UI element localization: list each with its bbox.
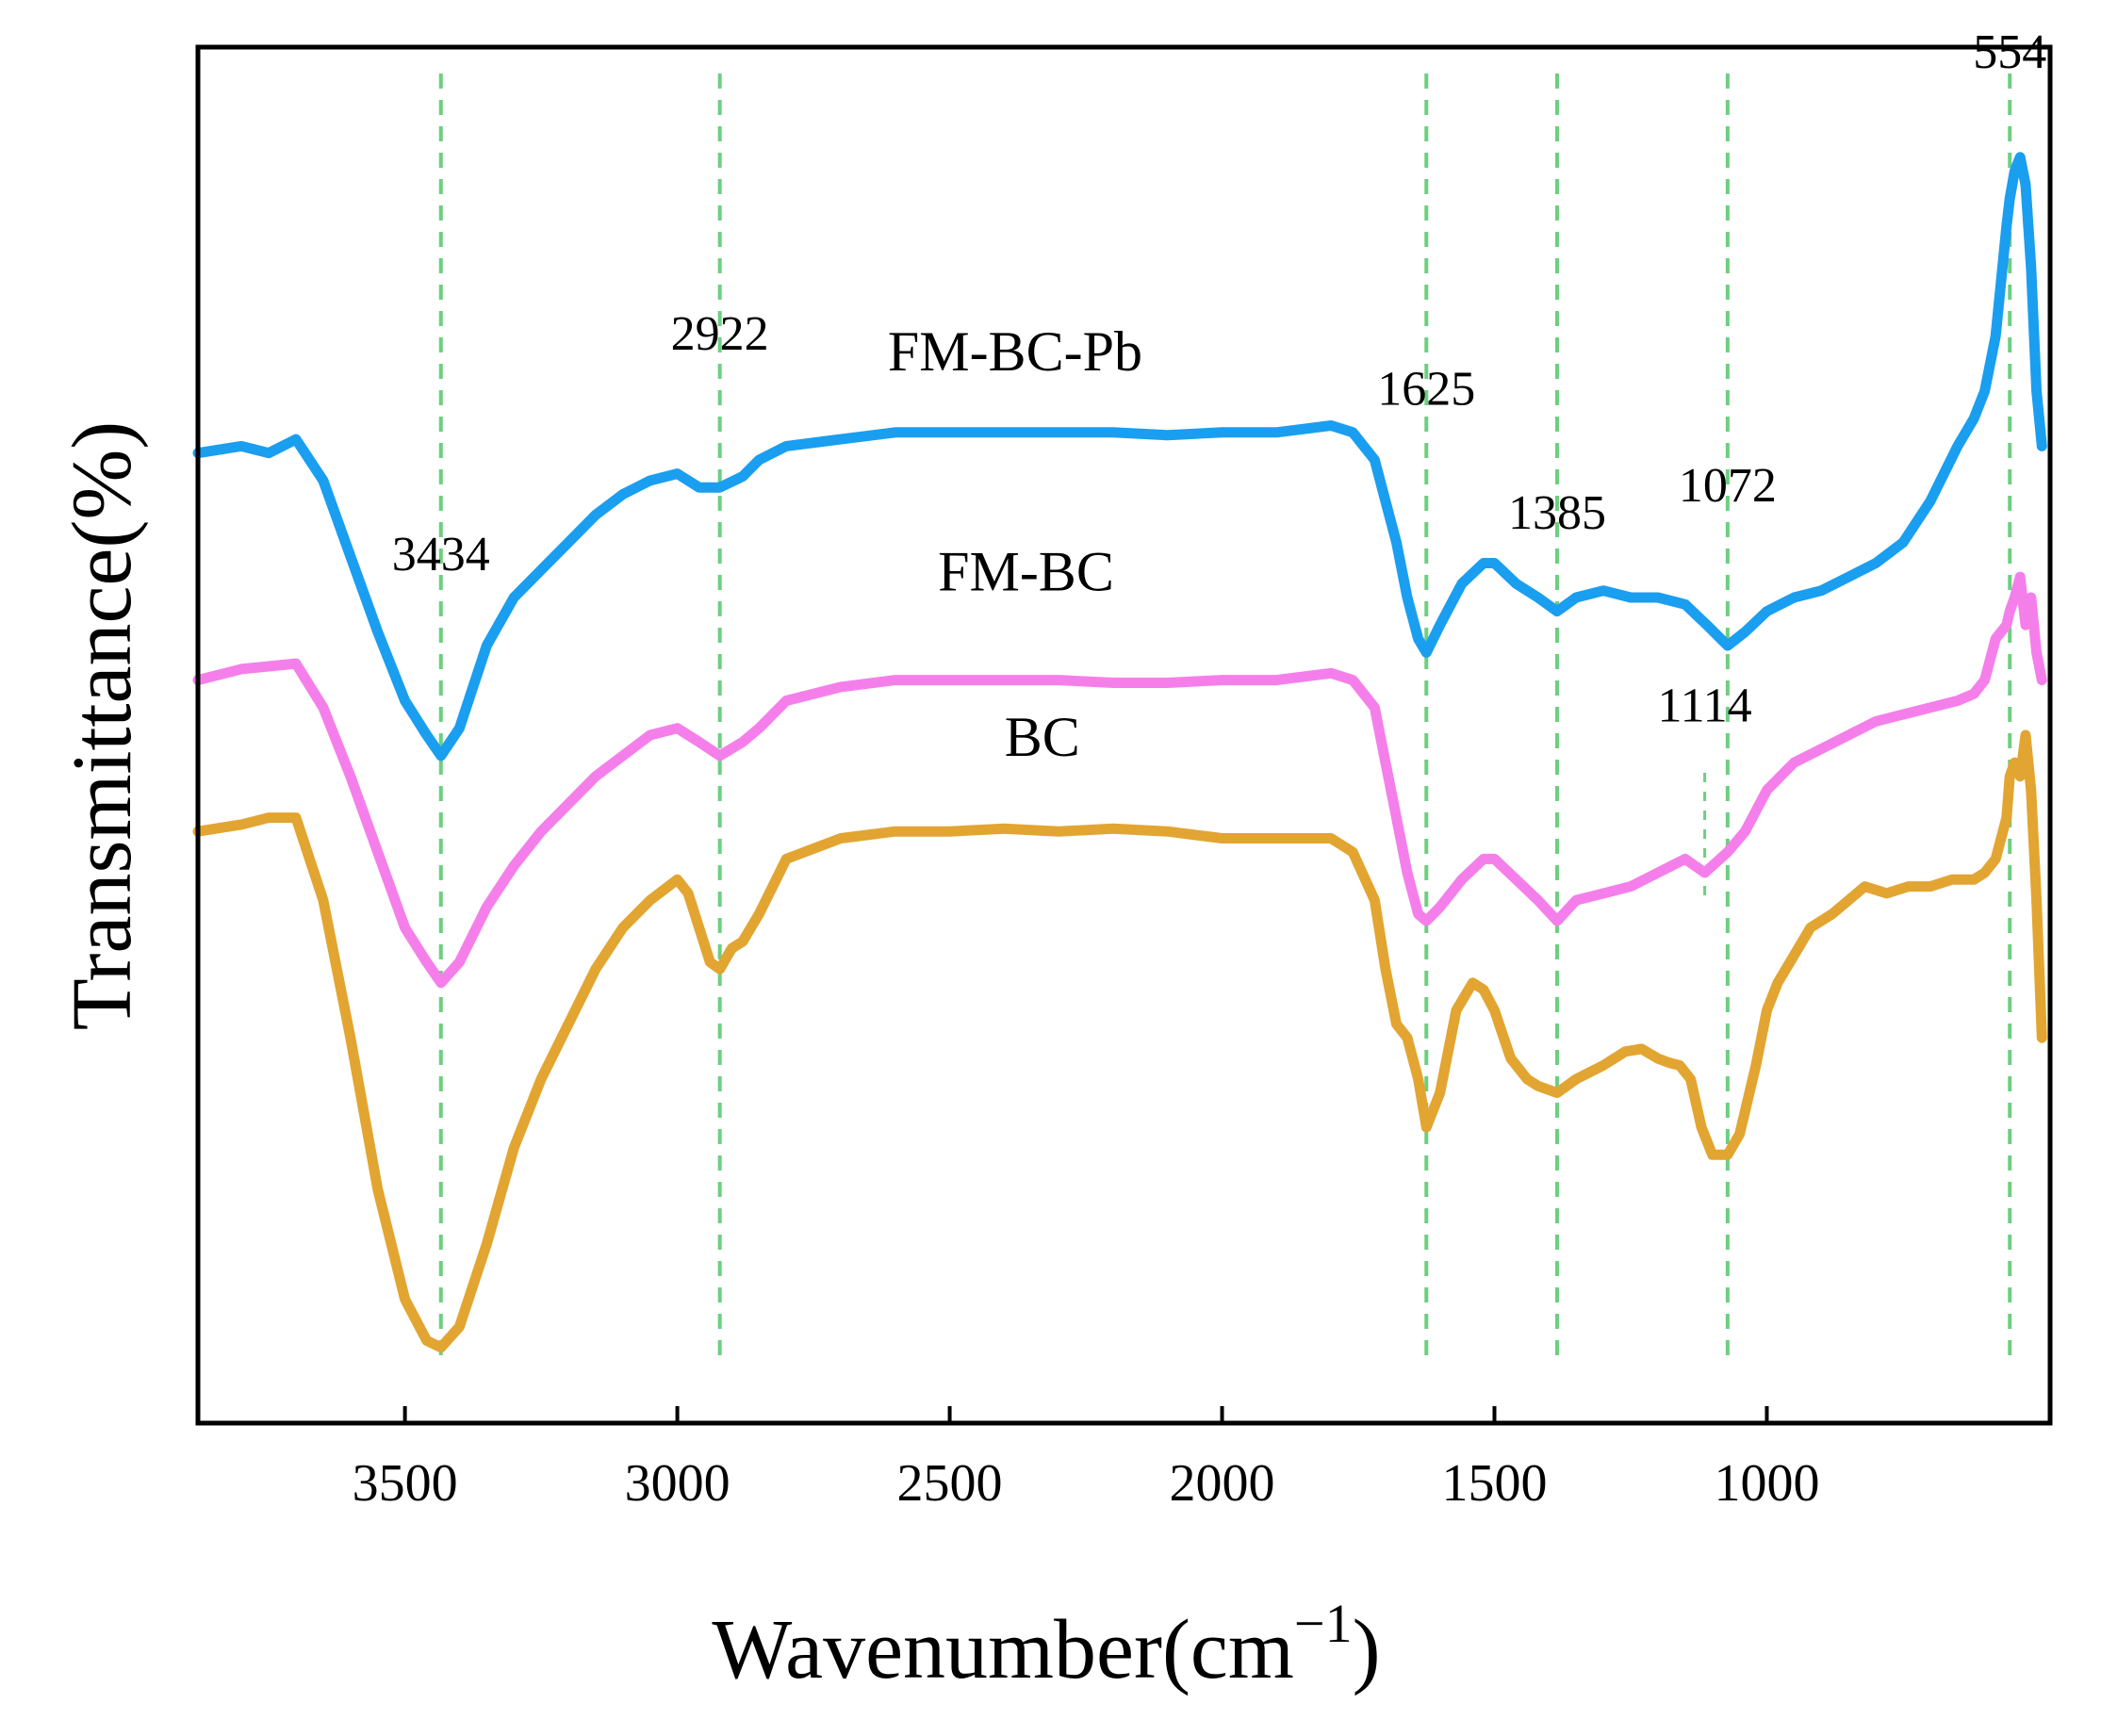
series-lines	[192, 152, 2047, 1353]
x-axis-title-close: )	[1353, 1603, 1381, 1696]
x-tick-label-3000: 3000	[625, 1454, 730, 1513]
series-line-fm-bc	[192, 571, 2047, 989]
peak-labels: 3434 2922 1625 1385 1072 1114 554	[392, 25, 2046, 733]
series-label-bc: BC	[1005, 706, 1080, 768]
plot-frame	[195, 44, 2053, 1426]
series-label-fm-bc-pb: FM-BC-Pb	[888, 320, 1142, 383]
peak-label-1072: 1072	[1679, 459, 1777, 513]
y-axis-title: Transmittance(%)	[56, 421, 149, 1031]
peak-label-3434: 3434	[392, 528, 490, 581]
x-axis-title: Wavenumber(cm−1)	[712, 1593, 1380, 1696]
x-axis-title-superscript: −1	[1294, 1593, 1353, 1654]
series-line-fm-bc-pb	[192, 152, 2047, 762]
series-labels: FM-BC-Pb FM-BC BC	[888, 320, 1142, 768]
peak-label-1625: 1625	[1377, 363, 1475, 417]
x-axis-title-main: Wavenumber(cm	[712, 1603, 1293, 1696]
x-tick-label-3500: 3500	[353, 1454, 458, 1513]
peak-label-1114: 1114	[1658, 679, 1752, 732]
guide-lines	[438, 74, 2012, 1367]
x-axis-ticks: 3500 3000 2500 2000 1500 1000	[353, 1406, 1819, 1513]
peak-label-1385: 1385	[1508, 486, 1606, 540]
peak-label-554: 554	[1973, 25, 2046, 79]
plot-border	[195, 44, 2053, 1426]
series-line-bc	[192, 729, 2047, 1353]
x-tick-label-2000: 2000	[1170, 1454, 1275, 1513]
series-label-fm-bc: FM-BC	[938, 541, 1114, 603]
x-tick-label-1500: 1500	[1442, 1454, 1548, 1513]
peak-label-2922: 2922	[671, 307, 769, 361]
x-tick-label-1000: 1000	[1714, 1454, 1819, 1513]
x-tick-label-2500: 2500	[897, 1454, 1003, 1513]
